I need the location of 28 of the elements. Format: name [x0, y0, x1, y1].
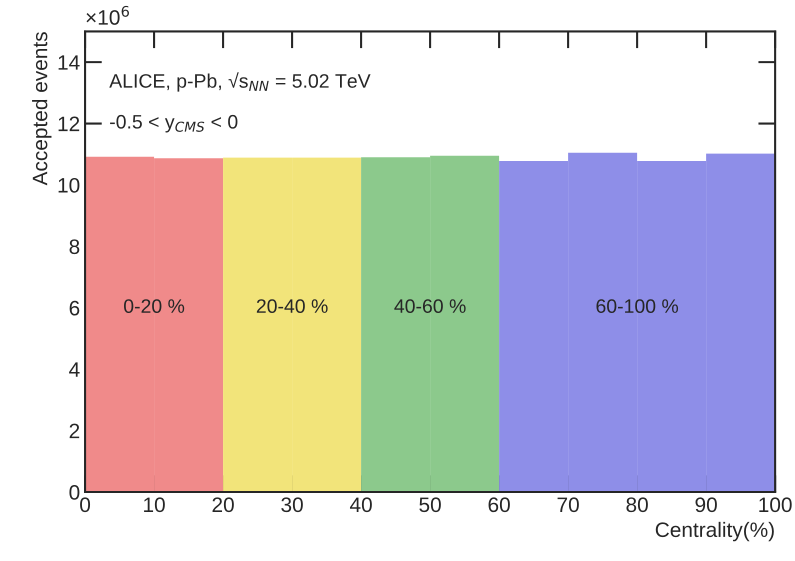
x-axis-title: Centrality(%) — [656, 522, 774, 542]
annotation: 60-100 % — [596, 299, 678, 313]
y-tick-label: 4 — [69, 362, 80, 377]
x-tick-label: 50 — [419, 497, 441, 512]
y-tick-label: 12 — [58, 116, 80, 132]
x-tick-label: 90 — [696, 497, 717, 512]
y-tick-label: 6 — [70, 300, 80, 316]
y-tick-label: 14 — [58, 55, 80, 70]
x-tick-label: 10 — [144, 497, 165, 512]
annotation: -0.5 < y$_{CMS}$ < 0 — [110, 114, 238, 133]
x-tick-label: 20 — [212, 497, 234, 512]
x-tick-label: 100 — [759, 497, 792, 512]
x-tick-label: 60 — [488, 497, 510, 512]
x-tick-label: 80 — [626, 497, 648, 512]
y-tick-label: 0 — [69, 485, 80, 500]
annotation: 20-40 % — [256, 299, 328, 313]
y-tick-label: 10 — [58, 178, 80, 193]
x-tick-label: 0 — [80, 497, 90, 512]
annotation: 40-60 % — [394, 299, 466, 313]
text: ×10$^{6}$ — [86, 6, 129, 25]
x-tick-label: 30 — [281, 497, 303, 512]
x-tick-label: 70 — [558, 497, 579, 512]
x-tick-label: 40 — [350, 497, 372, 512]
y-axis-title: Accepted events — [32, 32, 52, 186]
y-tick-label: 8 — [70, 239, 80, 254]
y-tick-label: 2 — [70, 424, 80, 438]
annotation: ALICE, p-Pb, √s$_{NN}$ = 5.02 TeV — [109, 72, 371, 92]
annotation: 0-20 % — [124, 299, 184, 313]
